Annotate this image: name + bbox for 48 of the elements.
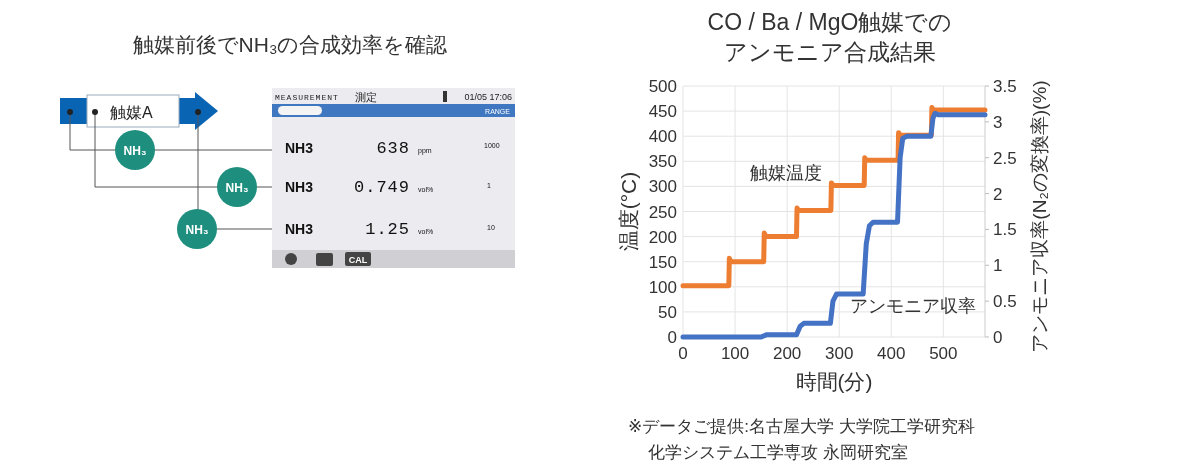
- y-tick-label: 0: [667, 328, 677, 347]
- y2-axis-title: アンモニア収率(N₂の変換率)(%): [1029, 80, 1050, 353]
- text: NH3: [285, 221, 314, 237]
- x-tick-label: 100: [720, 344, 750, 363]
- text: ※データご提供:名古屋大学 大学院工学研究科: [628, 417, 975, 436]
- y-tick-label: 100: [648, 277, 677, 297]
- y-tick-label: 400: [648, 127, 677, 147]
- text: 触媒A: [110, 104, 153, 121]
- text: 測定: [355, 91, 377, 103]
- text: 化学システム工学専攻 永岡研究室: [648, 443, 908, 462]
- series-label: アンモニア収率: [849, 295, 976, 316]
- y-tick-label: 350: [648, 152, 677, 172]
- chart-title: CO / Ba / MgO触媒での: [707, 9, 953, 35]
- text: NH₃: [123, 144, 147, 158]
- text: 01/05 17:06: [464, 92, 512, 102]
- y-axis-title: 温度(°C): [617, 171, 640, 252]
- y-tick-label: 250: [648, 202, 677, 222]
- x-tick-label: 400: [877, 344, 906, 363]
- y2-tick-label: 2.5: [993, 148, 1017, 168]
- y-tick-label: 300: [648, 177, 677, 197]
- text: NH3: [285, 179, 314, 195]
- text: NH3: [285, 140, 314, 156]
- y-tick-label: 150: [648, 252, 677, 272]
- text: NH₃: [185, 223, 209, 237]
- chart-subtitle: アンモニア合成結果: [724, 39, 936, 65]
- y2-tick-label: 0: [993, 328, 1003, 347]
- y-tick-label: 450: [648, 102, 677, 122]
- y-tick-label: 50: [658, 302, 677, 322]
- text: 1.25: [365, 220, 410, 239]
- y2-tick-label: 2: [993, 184, 1003, 204]
- text: 0.749: [353, 178, 410, 197]
- text: CAL: [348, 255, 368, 265]
- y2-tick-label: 0.5: [993, 292, 1017, 312]
- text: NH₃: [225, 181, 249, 195]
- series-label: 触媒温度: [749, 162, 822, 183]
- x-tick-label: 500: [929, 344, 958, 363]
- text: 触媒前後でNH₃の合成効率を確認: [132, 33, 448, 56]
- x-tick-label: 200: [772, 344, 802, 363]
- x-tick-label: 300: [825, 344, 854, 363]
- text: MEASUREMENT: [275, 93, 339, 102]
- x-axis-title: 時間(分): [795, 370, 873, 393]
- y-tick-label: 500: [648, 77, 677, 96]
- y-tick-label: 200: [648, 227, 677, 247]
- y2-tick-label: 3: [993, 112, 1003, 132]
- y2-tick-label: 3.5: [993, 77, 1017, 96]
- y2-tick-label: 1.5: [993, 220, 1017, 240]
- text: 638: [376, 139, 410, 158]
- y2-tick-label: 1: [993, 256, 1003, 276]
